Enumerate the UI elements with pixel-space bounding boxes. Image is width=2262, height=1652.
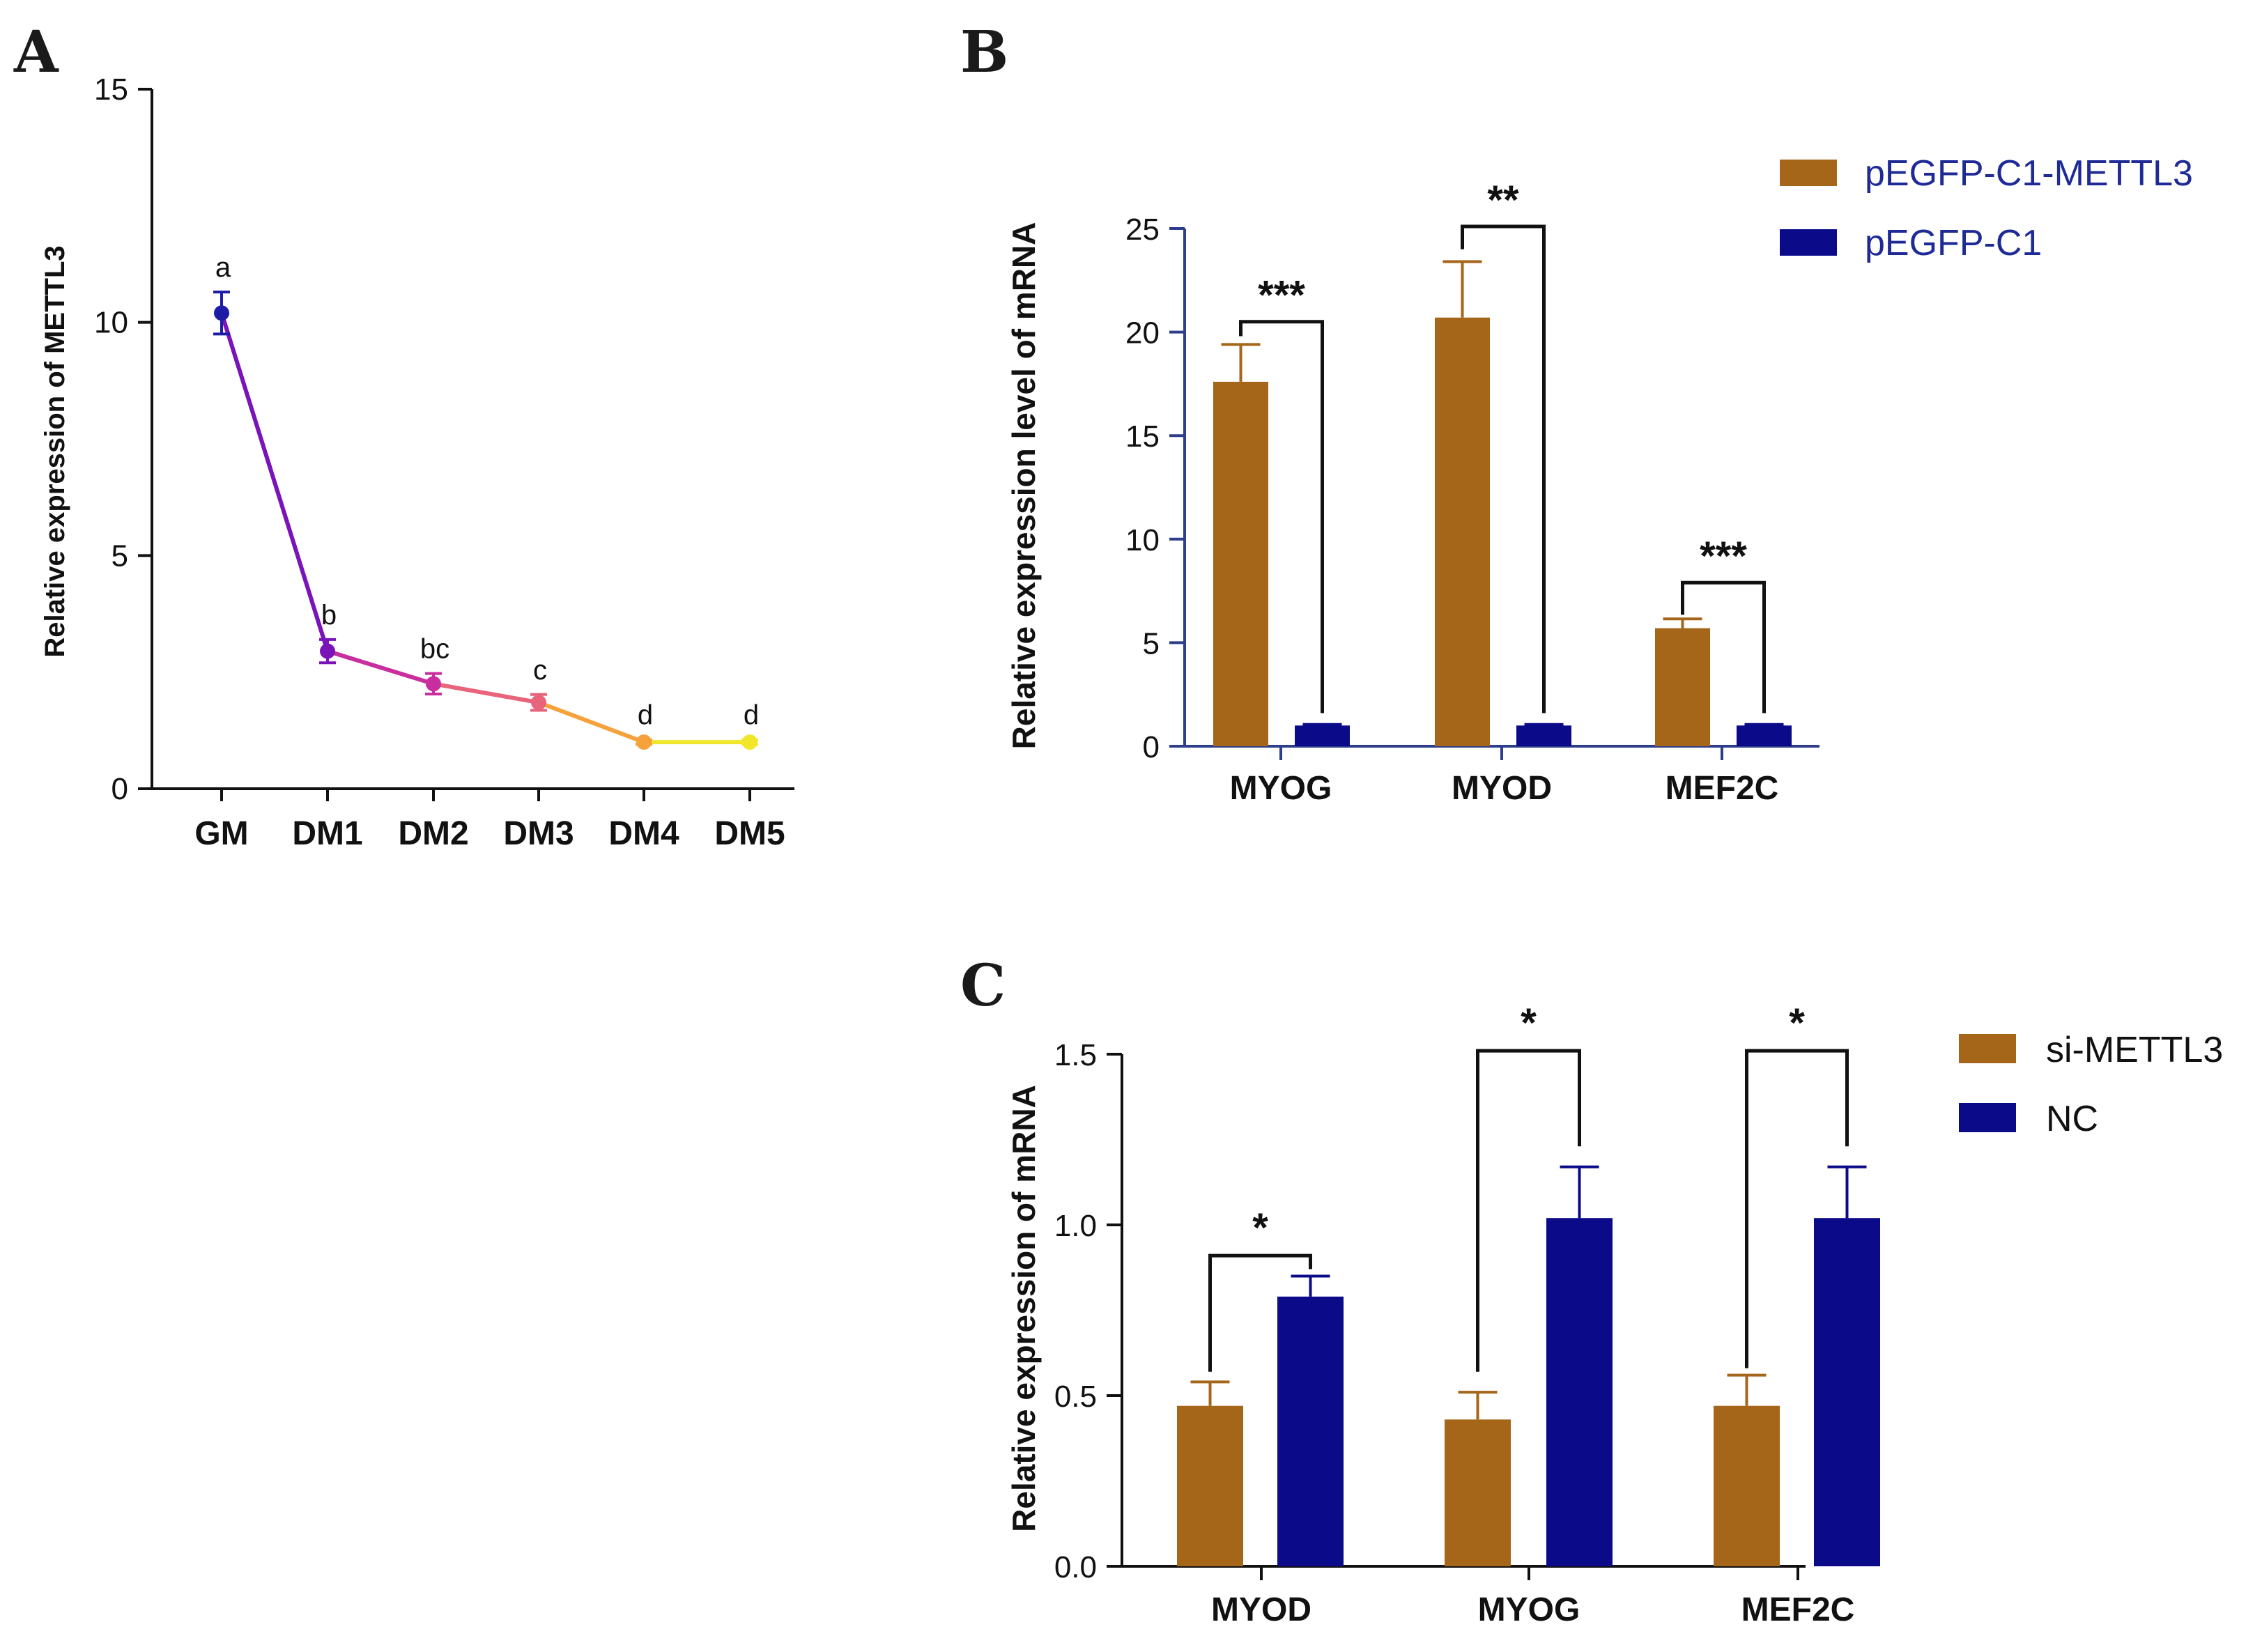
panel-label-b: B (960, 19, 1008, 86)
panel-b-y-tick-label: 0 (1143, 730, 1160, 764)
panel-a-data-point (214, 305, 229, 321)
panel-b-bar-treat (1655, 628, 1710, 746)
panel-b-significance-mark: *** (1258, 273, 1305, 318)
legend-c-swatch-control (1959, 1103, 2016, 1132)
panel-a-significance-letter: d (638, 700, 653, 731)
legend-b-label-treat: pEGFP-C1-METTL3 (1865, 153, 2193, 194)
panel-a-y-tick-label: 5 (111, 539, 128, 573)
panel-b-significance-bracket (1239, 320, 1324, 713)
panel-c-y-axis-label: Relative expression of mRNA (1006, 1085, 1042, 1532)
panel-label-a: A (13, 19, 59, 86)
panel-a-significance-letter: b (321, 600, 337, 631)
panel-c-significance-mark: * (1789, 1001, 1805, 1046)
panel-a-x-tick-label: DM1 (292, 815, 362, 852)
legend-b-swatch-treat (1780, 160, 1837, 186)
panel-c-bar-treat (1445, 1419, 1511, 1566)
panel-b-y-tick-label: 10 (1125, 523, 1160, 557)
panel-a-series-line-segment (433, 681, 539, 705)
legend-c-label-treat: si-METTL3 (2046, 1030, 2223, 1070)
panel-c-bar-treat (1714, 1405, 1780, 1566)
panel-a-significance-letter: c (533, 655, 547, 686)
panel-b-y-tick-label: 20 (1125, 316, 1160, 350)
panel-a-data-point (531, 695, 546, 711)
panel-b-y-tick-label: 5 (1143, 626, 1160, 661)
panel-c-significance-bracket (1208, 1253, 1312, 1372)
panel-b-bar-control (1516, 725, 1571, 746)
panel-c-x-tick-label: MEF2C (1741, 1591, 1855, 1628)
panel-b-y-tick-label: 25 (1125, 213, 1160, 247)
panel-b-significance-mark: ** (1487, 178, 1519, 223)
panel-c-significance-bracket (1476, 1049, 1581, 1372)
panel-a-data-point (426, 676, 441, 692)
panel-b-significance-bracket (1681, 580, 1766, 713)
panel-label-c: C (960, 952, 1006, 1019)
panel-a-y-tick-label: 10 (94, 306, 128, 340)
panel-a-series-line-segment (537, 700, 645, 744)
panel-a-line-chart: Relative expression of METTL3 0 5 10 15 GM DM… (40, 72, 794, 852)
panel-c-significance-bracket (1745, 1049, 1849, 1368)
panel-c-bar-control (1277, 1296, 1344, 1566)
panel-c-x-tick-label: MYOD (1211, 1591, 1311, 1628)
panel-b-bar-chart: Relative expression level of mRNA pEGFP-… (1006, 153, 2193, 807)
panel-c-y-tick-label: 0.5 (1054, 1380, 1097, 1414)
panel-c-bar-control (1546, 1218, 1613, 1566)
panel-a-y-tick-label: 15 (94, 72, 128, 107)
panel-c-bar-chart: Relative expression of mRNA si-METTL3 NC… (1006, 1001, 2223, 1628)
panel-b-bar-control (1737, 725, 1792, 746)
panel-a-series-line-segment (327, 649, 434, 686)
panel-a-x-tick-label: DM3 (503, 815, 574, 852)
panel-a-data-point (742, 734, 757, 750)
panel-b-bar-control (1295, 725, 1350, 746)
panel-a-data-point (320, 643, 335, 659)
panel-a-significance-letter: a (215, 252, 231, 283)
panel-a-x-tick-label: DM4 (608, 815, 679, 852)
panel-b-x-tick-label: MEF2C (1665, 770, 1779, 807)
panel-a-series-line-segment (220, 312, 330, 652)
panel-c-bar-control (1814, 1218, 1880, 1566)
panel-c-y-tick-label: 0.0 (1054, 1550, 1097, 1584)
panel-a-significance-letter: d (744, 700, 759, 731)
panel-a-x-tick-label: DM5 (714, 815, 785, 852)
panel-b-bar-treat (1213, 381, 1268, 746)
panel-c-bar-treat (1177, 1405, 1243, 1566)
panel-b-x-tick-label: MYOD (1452, 770, 1552, 807)
panel-c-significance-mark: * (1521, 1001, 1537, 1046)
panel-c-x-tick-label: MYOG (1478, 1591, 1580, 1628)
legend-c-swatch-treat (1959, 1034, 2016, 1063)
panel-b-y-tick-label: 15 (1125, 419, 1160, 454)
panel-c-y-tick-label: 1.5 (1054, 1038, 1097, 1072)
panel-b-bar-treat (1435, 317, 1490, 746)
panel-c-y-tick-label: 1.0 (1054, 1209, 1097, 1243)
panel-a-y-axis-label: Relative expression of METTL3 (40, 245, 70, 657)
panel-a-x-tick-label: DM2 (398, 815, 468, 852)
panel-b-y-axis-label: Relative expression level of mRNA (1006, 222, 1042, 750)
legend-c-label-control: NC (2046, 1099, 2098, 1139)
panel-b-significance-bracket (1461, 224, 1546, 713)
legend-b-label-control: pEGFP-C1 (1865, 223, 2042, 263)
panel-a-x-tick-label: GM (194, 815, 248, 852)
panel-b-x-tick-label: MYOG (1230, 770, 1332, 807)
panel-a-y-tick-label: 0 (111, 772, 128, 806)
panel-a-data-point (636, 734, 652, 750)
panel-a-significance-letter: bc (420, 634, 449, 665)
legend-b-swatch-control (1780, 229, 1837, 256)
panel-b-significance-mark: *** (1700, 534, 1747, 579)
panel-c-significance-mark: * (1252, 1205, 1268, 1251)
